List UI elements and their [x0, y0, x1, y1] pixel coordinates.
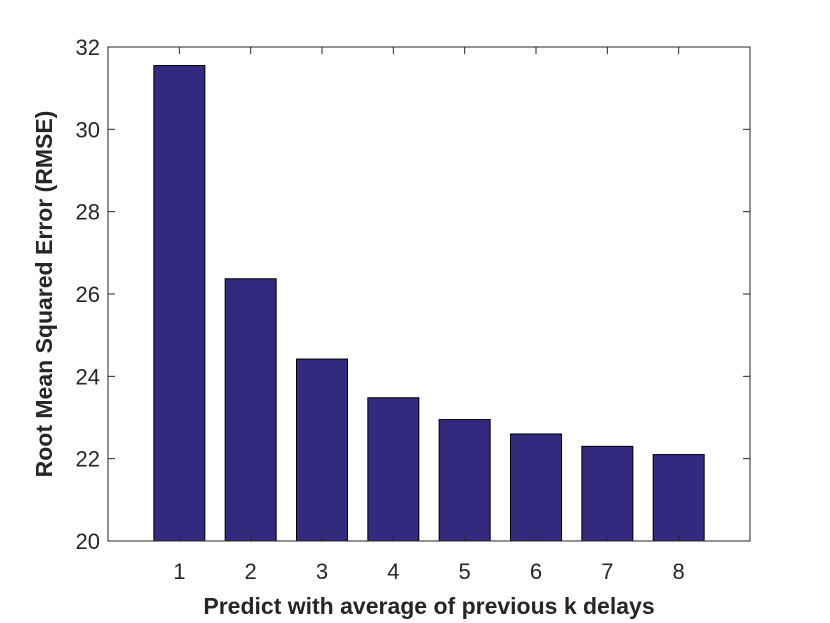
x-tick-label: 5: [459, 559, 471, 584]
bar-8: [652, 454, 705, 542]
y-tick-label: 30: [76, 117, 100, 142]
x-tick-label: 8: [673, 559, 685, 584]
bars-group: [153, 65, 705, 542]
bar-4: [367, 397, 420, 542]
x-tick-label: 4: [387, 559, 399, 584]
bar-7: [581, 445, 634, 542]
x-tick-label: 7: [601, 559, 613, 584]
y-tick-label: 26: [76, 282, 100, 307]
x-tick-label: 6: [530, 559, 542, 584]
bar-3: [296, 358, 348, 542]
y-tick-label: 20: [76, 529, 100, 554]
x-tick-label: 3: [316, 559, 328, 584]
bar-5: [438, 419, 491, 542]
tick-labels-group: 20 22 24 26 28 30 32 1 2 3 4 5 6 7 8: [76, 35, 685, 584]
bar-2: [224, 278, 277, 542]
y-axis-title: Root Mean Squared Error (RMSE): [31, 111, 57, 478]
x-tick-label: 2: [245, 559, 257, 584]
y-tick-label: 24: [76, 364, 100, 389]
y-tick-label: 32: [76, 35, 100, 60]
y-tick-label: 28: [76, 200, 100, 225]
x-tick-label: 1: [173, 559, 185, 584]
y-tick-label: 22: [76, 447, 100, 472]
bar-6: [510, 433, 562, 542]
plot-frame: [107, 46, 751, 542]
bar-1: [153, 65, 206, 542]
x-axis-title: Predict with average of previous k delay…: [203, 593, 654, 619]
